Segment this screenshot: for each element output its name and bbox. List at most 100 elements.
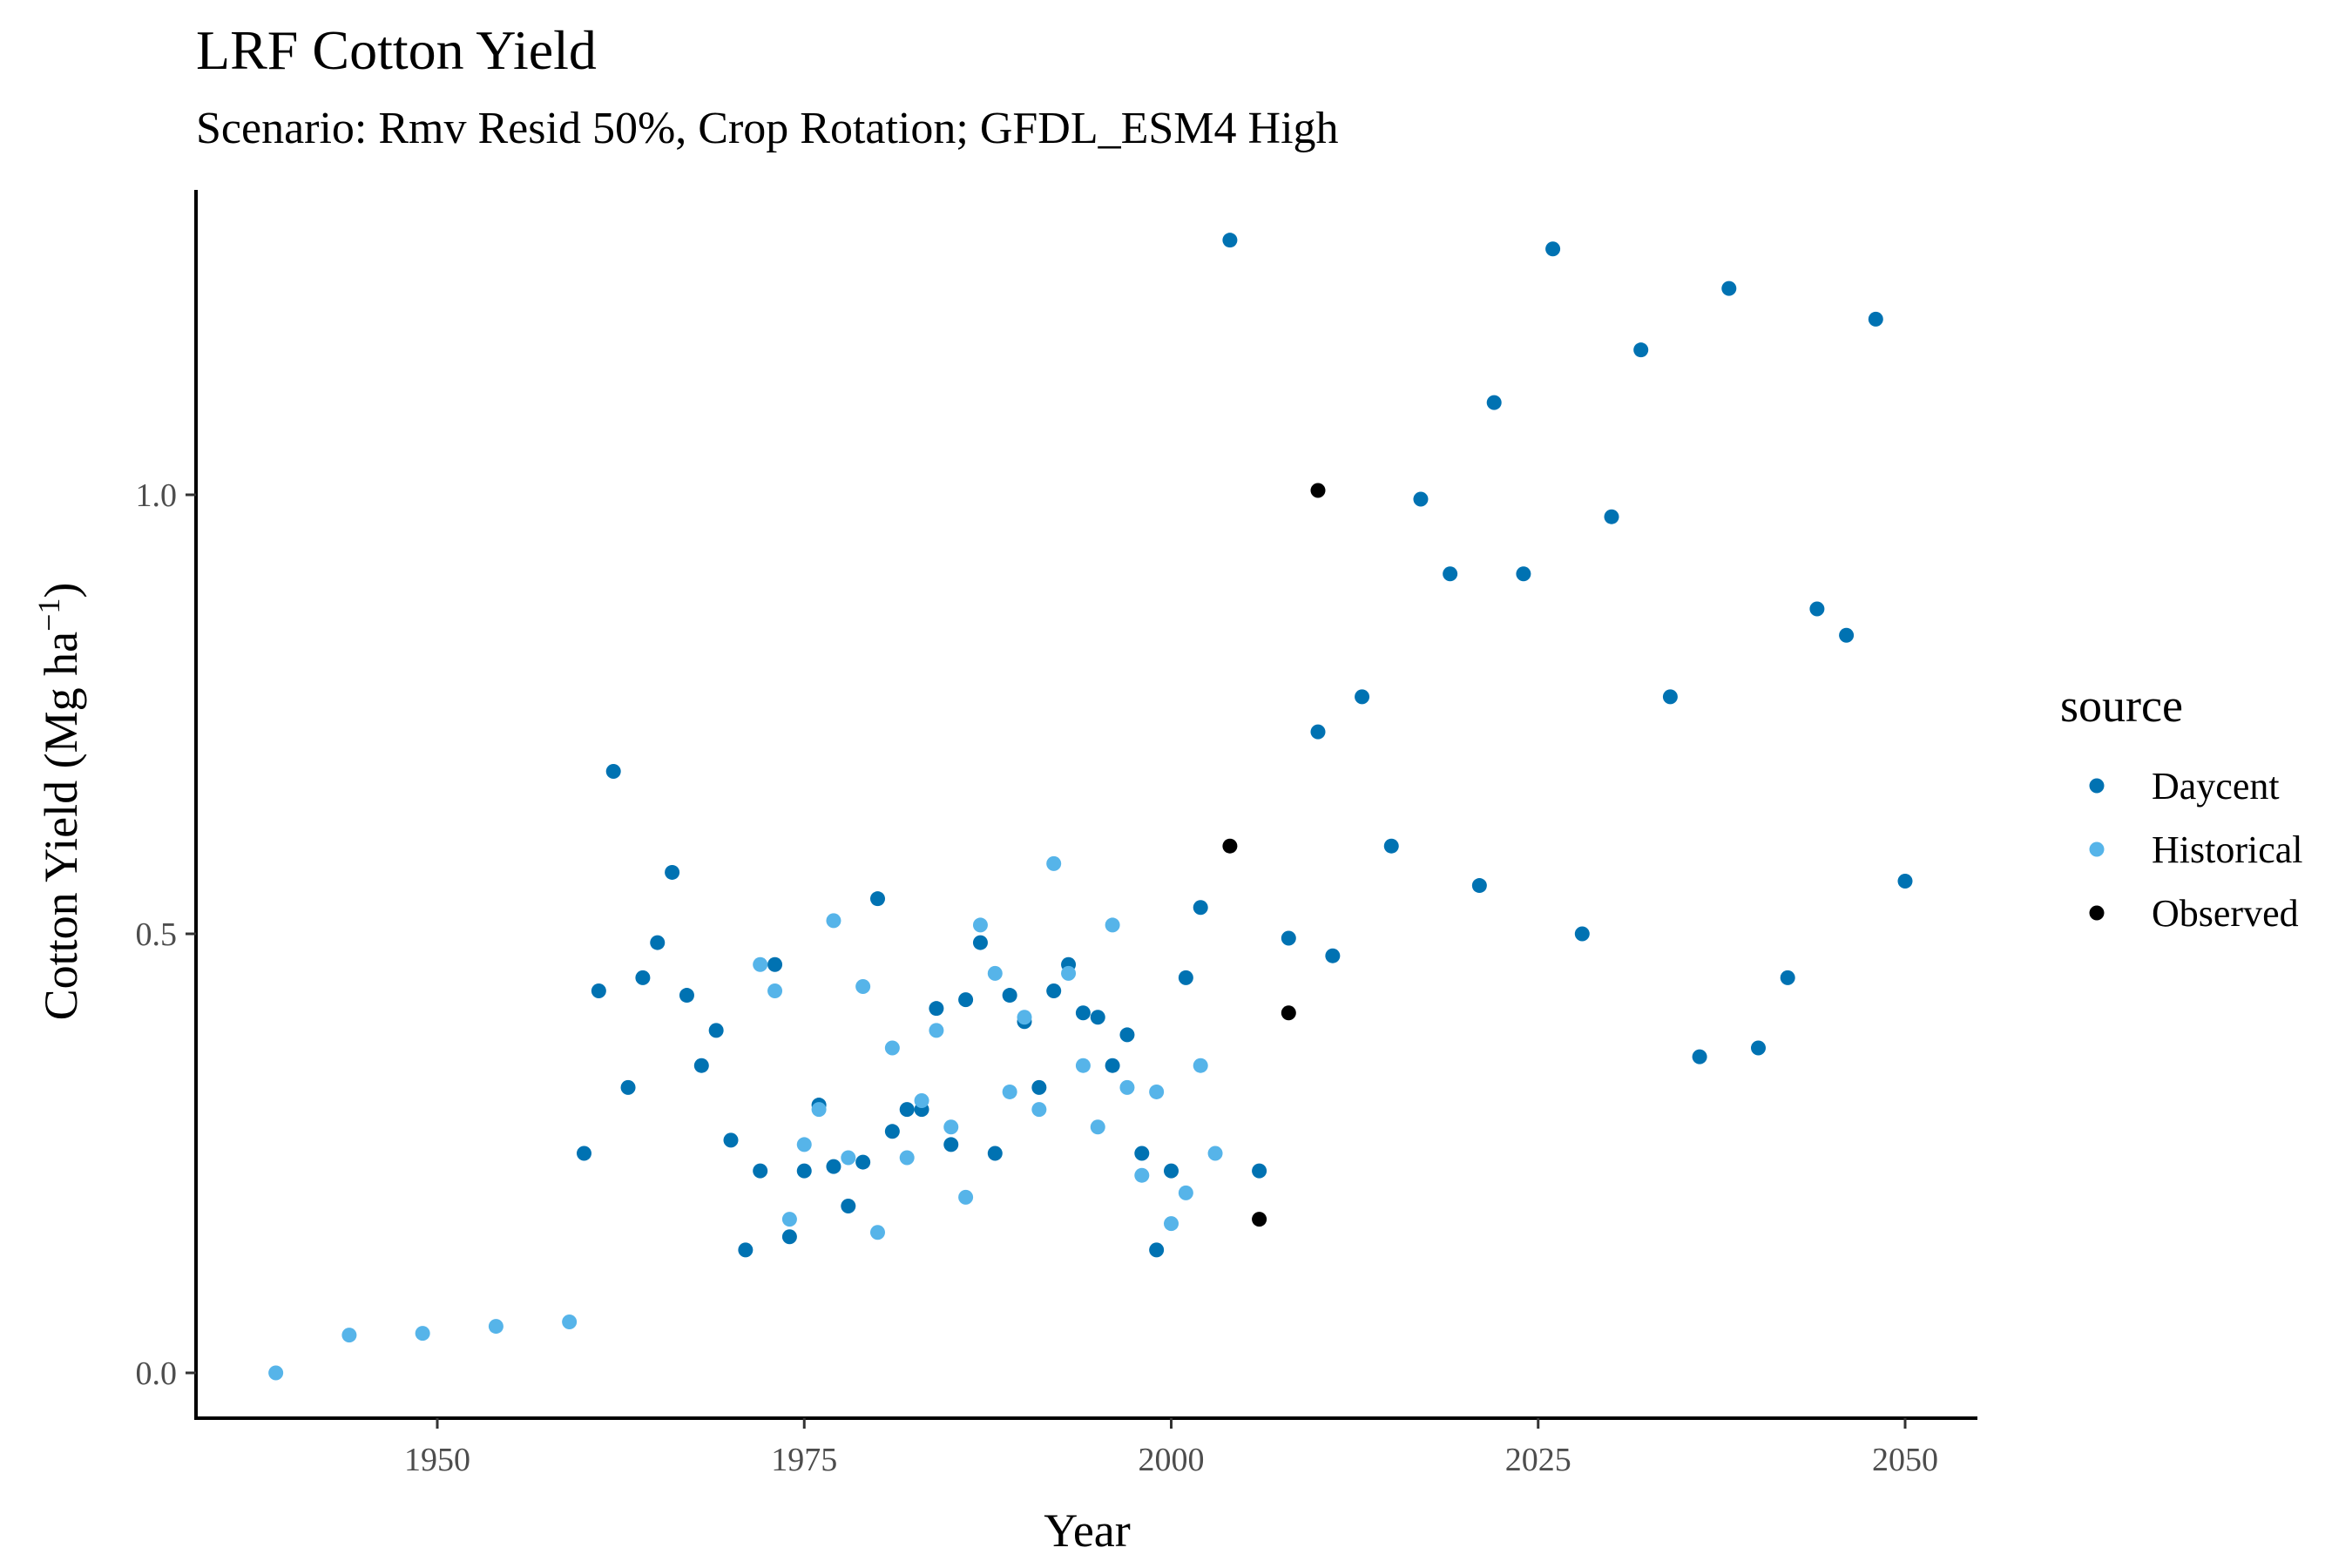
daycent-point: [841, 1198, 856, 1213]
y-axis-title-close: ): [35, 583, 87, 598]
historical-point: [1207, 1146, 1223, 1161]
data-points: [268, 233, 1913, 1381]
legend-key-daycent: [2089, 778, 2105, 794]
daycent-point: [1633, 342, 1649, 358]
historical-point: [415, 1326, 430, 1342]
legend-items: Daycent Historical Observed: [2089, 765, 2303, 935]
daycent-point: [987, 1146, 1003, 1161]
historical-point: [899, 1150, 915, 1166]
daycent-point: [1839, 627, 1855, 643]
observed-point: [1281, 1005, 1296, 1021]
x-ticks: 1950 1975 2000 2025 2050: [404, 1418, 1938, 1478]
daycent-point: [723, 1132, 739, 1148]
historical-point: [1105, 917, 1120, 933]
daycent-point: [1281, 930, 1296, 946]
daycent-point: [1443, 566, 1458, 582]
historical-point: [811, 1102, 827, 1118]
daycent-point: [1604, 509, 1619, 524]
daycent-point: [1545, 241, 1561, 257]
x-tick-label: 1950: [404, 1442, 470, 1478]
historical-point: [972, 917, 988, 933]
x-tick-label: 2050: [1872, 1442, 1938, 1478]
daycent-point: [591, 983, 606, 999]
historical-point: [1119, 1079, 1135, 1095]
historical-point: [753, 956, 768, 972]
chart-title: LRF Cotton Yield: [196, 19, 597, 81]
daycent-point: [1178, 970, 1193, 985]
historical-point: [884, 1040, 900, 1056]
daycent-point: [972, 935, 988, 950]
daycent-point: [1325, 948, 1341, 963]
historical-point: [914, 1093, 929, 1109]
daycent-point: [620, 1079, 636, 1095]
y-axis-title-main: Cotton Yield (Mg ha: [35, 632, 87, 1021]
legend-label-daycent: Daycent: [2152, 765, 2280, 808]
historical-point: [1134, 1167, 1150, 1183]
historical-point: [987, 965, 1003, 981]
axes: [194, 190, 1977, 1420]
historical-point: [841, 1150, 856, 1166]
daycent-point: [708, 1023, 724, 1038]
historical-point: [1046, 855, 1062, 871]
daycent-point: [1119, 1027, 1135, 1043]
daycent-point: [899, 1102, 915, 1118]
daycent-point: [884, 1124, 900, 1139]
daycent-point: [1031, 1079, 1047, 1095]
historical-point: [1090, 1119, 1105, 1135]
x-axis-title: Year: [1044, 1504, 1131, 1557]
historical-point: [943, 1119, 959, 1135]
daycent-point: [1164, 1163, 1179, 1179]
legend-key-historical: [2089, 841, 2105, 857]
daycent-point: [1662, 689, 1678, 705]
historical-point: [929, 1023, 944, 1038]
daycent-point: [870, 891, 885, 907]
daycent-point: [1105, 1058, 1120, 1073]
historical-point: [1075, 1058, 1091, 1073]
historical-point: [1164, 1216, 1179, 1232]
daycent-point: [679, 988, 694, 1004]
daycent-point: [1721, 280, 1737, 296]
y-axis-title: Cotton Yield (Mg ha−1): [31, 583, 87, 1021]
daycent-point: [1252, 1163, 1267, 1179]
daycent-point: [1046, 983, 1062, 999]
daycent-point: [796, 1163, 812, 1179]
daycent-point: [605, 764, 621, 780]
historical-point: [562, 1315, 578, 1330]
legend: source Daycent Historical Observed: [2060, 679, 2303, 935]
historical-point: [1149, 1084, 1165, 1099]
daycent-point: [1471, 878, 1487, 894]
daycent-point: [753, 1163, 768, 1179]
y-tick-label: 0.0: [136, 1355, 178, 1392]
y-tick-label: 1.0: [136, 477, 178, 514]
daycent-point: [1413, 491, 1429, 507]
daycent-point: [1692, 1049, 1707, 1064]
daycent-point: [826, 1159, 841, 1174]
daycent-point: [1134, 1146, 1150, 1161]
daycent-point: [1809, 601, 1825, 617]
daycent-point: [1897, 874, 1913, 889]
historical-point: [958, 1189, 974, 1205]
daycent-point: [1486, 395, 1502, 410]
historical-point: [1178, 1185, 1193, 1200]
daycent-point: [693, 1058, 709, 1073]
legend-key-observed: [2089, 905, 2105, 921]
daycent-point: [1310, 724, 1326, 740]
daycent-point: [665, 864, 680, 880]
historical-point: [1002, 1084, 1017, 1099]
observed-point: [1222, 838, 1238, 854]
legend-label-historical: Historical: [2152, 828, 2303, 871]
daycent-point: [958, 992, 974, 1008]
daycent-point: [1222, 233, 1238, 248]
observed-point: [1310, 483, 1326, 498]
y-axis-title-sup: −1: [31, 598, 66, 632]
daycent-point: [767, 956, 783, 972]
daycent-point: [1002, 988, 1017, 1004]
historical-point: [767, 983, 783, 999]
y-ticks: 0.0 0.5 1.0: [136, 477, 196, 1392]
historical-point: [268, 1365, 284, 1381]
daycent-point: [1868, 311, 1883, 327]
daycent-point: [1193, 900, 1208, 916]
daycent-point: [1516, 566, 1531, 582]
daycent-point: [738, 1242, 754, 1258]
daycent-point: [1075, 1005, 1091, 1021]
